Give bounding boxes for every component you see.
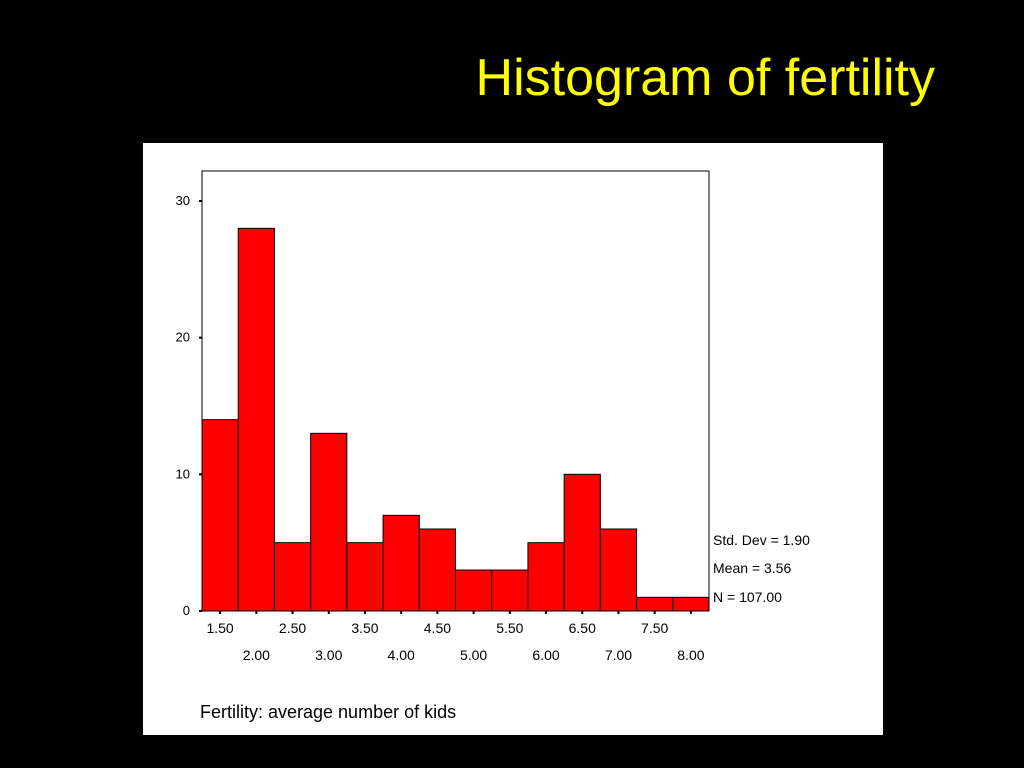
x-tick-label: 8.00	[677, 647, 704, 663]
histogram-chart: 0 10 20 30 1.50 2.50 3.50 4.50 5.50 6.50 7.50 2.00…	[176, 170, 810, 722]
histogram-bar	[491, 569, 529, 612]
x-tick-label: 2.00	[243, 647, 270, 663]
histogram-bar	[563, 473, 601, 612]
y-tick-label: 0	[183, 603, 190, 618]
x-tick-label: 6.00	[532, 647, 559, 663]
y-axis: 0 10 20 30	[176, 193, 202, 618]
chart-panel: 0 10 20 30 1.50 2.50 3.50 4.50 5.50 6.50 7.50 2.00…	[143, 143, 883, 735]
x-tick-label: 3.00	[315, 647, 342, 663]
histogram-bar	[455, 569, 493, 612]
stat-std-dev: Std. Dev = 1.90	[713, 532, 810, 548]
y-tick-label: 30	[176, 193, 190, 208]
stat-mean: Mean = 3.56	[713, 560, 791, 576]
histogram-bar	[599, 528, 638, 612]
histogram-bar	[527, 542, 565, 612]
histogram-bar	[346, 542, 384, 612]
histogram-bar	[418, 528, 456, 612]
x-tick-label: 5.00	[460, 647, 487, 663]
x-tick-label: 7.00	[605, 647, 632, 663]
histogram-bar	[201, 419, 239, 612]
histogram-bar	[382, 514, 420, 612]
x-tick-label: 4.50	[424, 620, 451, 636]
histogram-bar	[273, 542, 312, 612]
y-tick-label: 10	[176, 466, 190, 481]
x-tick-label: 3.50	[351, 620, 378, 636]
bars	[201, 227, 710, 612]
histogram-bar	[636, 596, 674, 612]
y-tick-label: 20	[176, 330, 190, 345]
stat-n: N = 107.00	[713, 589, 782, 605]
x-tick-label: 7.50	[641, 620, 668, 636]
x-axis: 1.50 2.50 3.50 4.50 5.50 6.50 7.50 2.00 3.00 4.00…	[206, 611, 705, 663]
x-tick-label: 6.50	[569, 620, 596, 636]
x-tick-label: 4.00	[388, 647, 415, 663]
x-tick-label: 1.50	[206, 620, 233, 636]
x-tick-label: 5.50	[496, 620, 523, 636]
x-tick-label: 2.50	[279, 620, 306, 636]
histogram-bar	[672, 596, 710, 612]
histogram-bar	[310, 432, 348, 612]
slide-title: Histogram of fertility	[475, 49, 935, 107]
histogram-bar	[237, 227, 275, 612]
x-axis-title: Fertility: average number of kids	[200, 702, 456, 722]
